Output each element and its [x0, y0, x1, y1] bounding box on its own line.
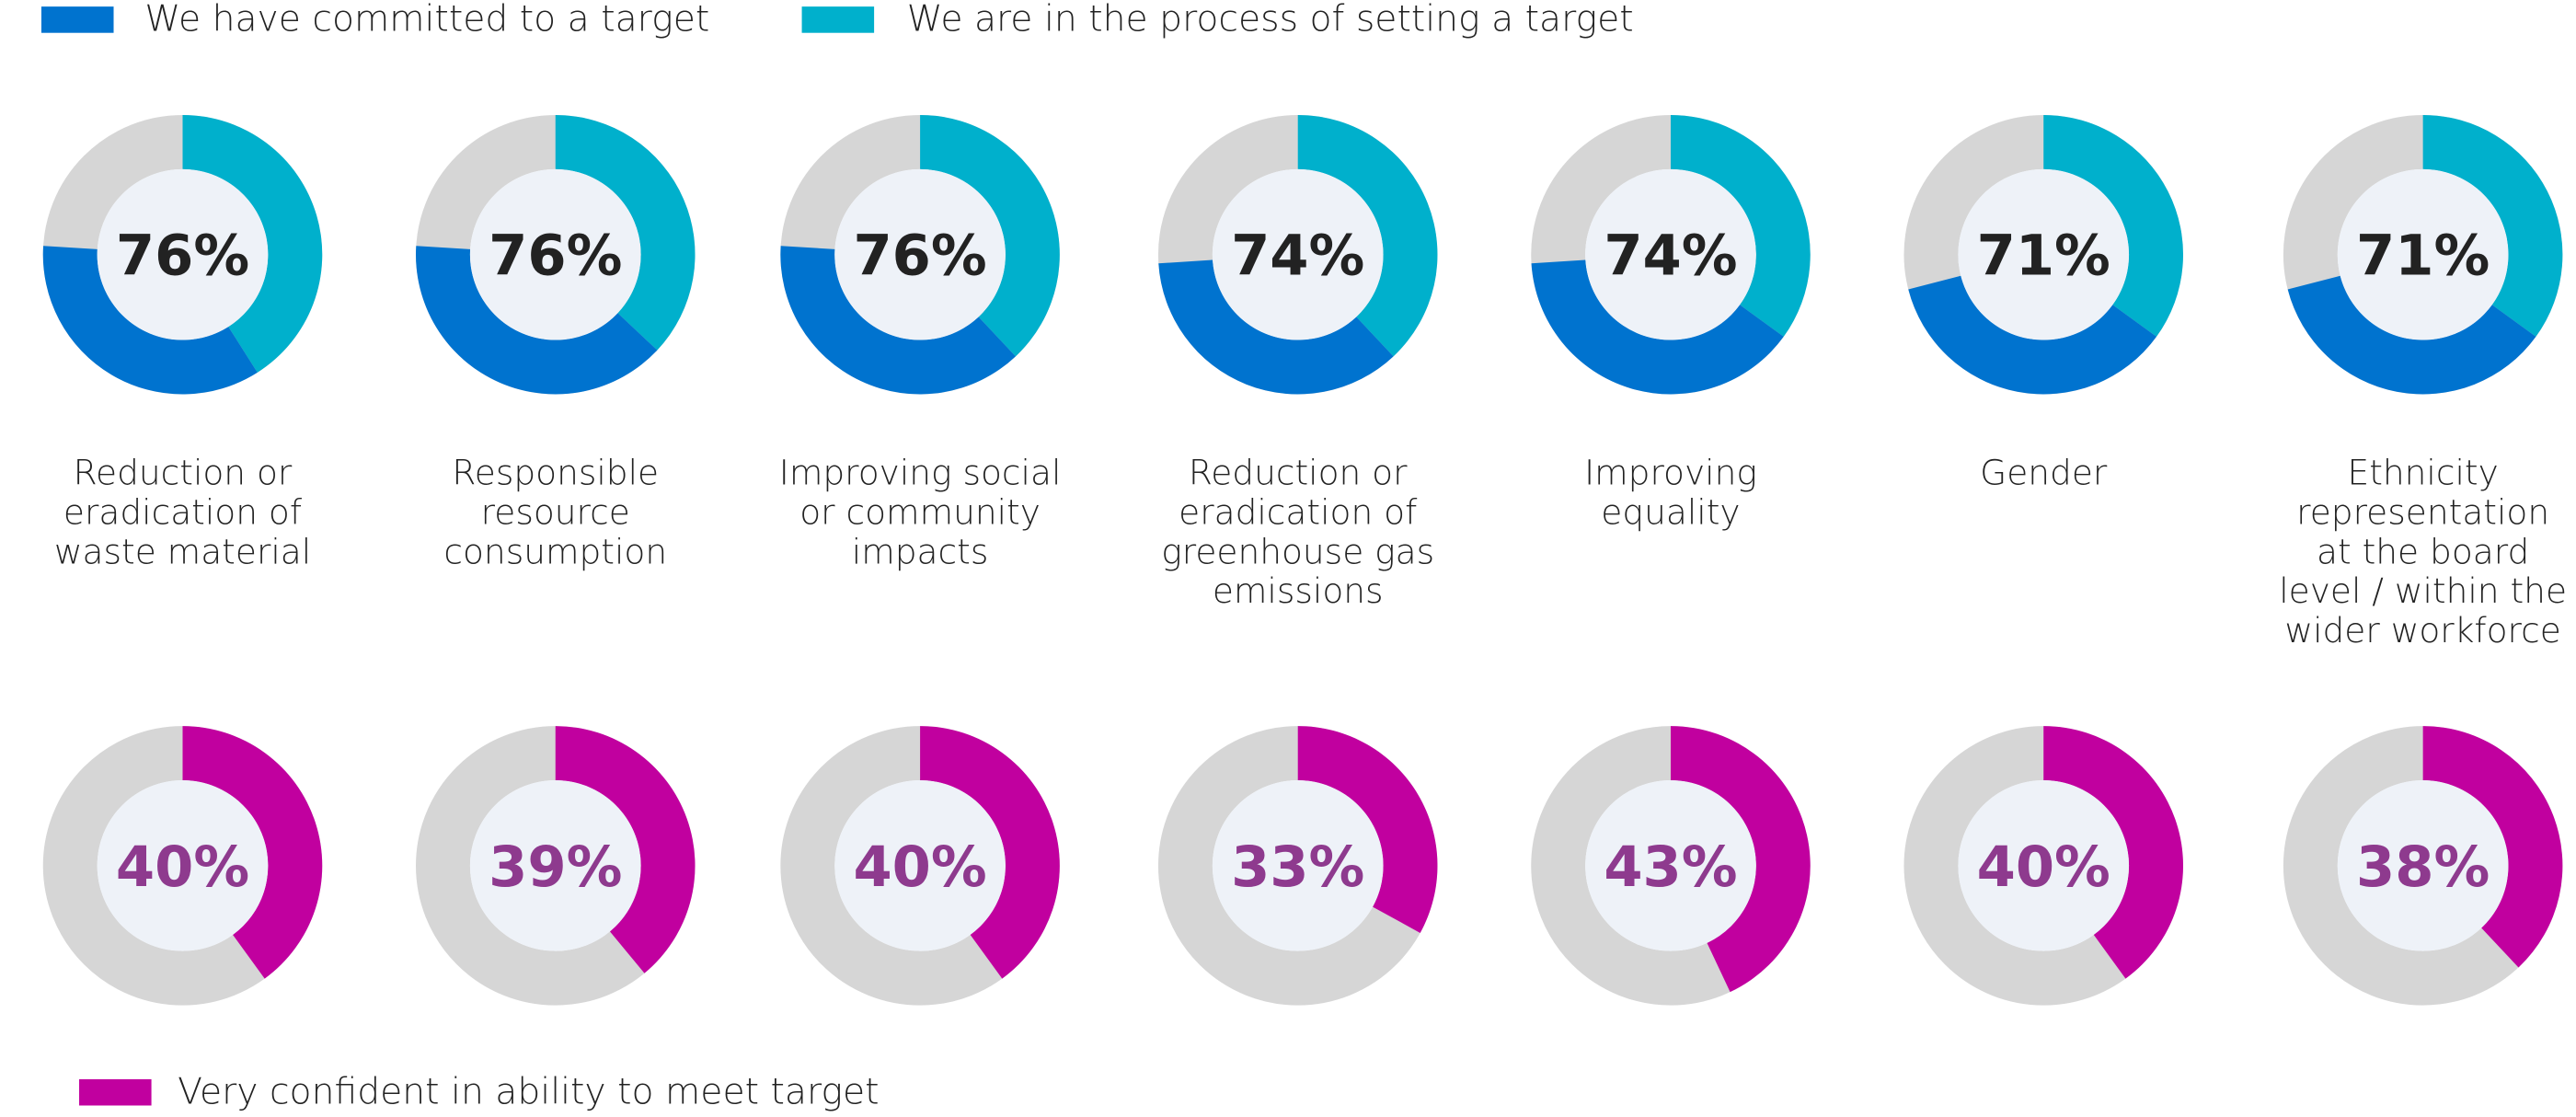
donut-segment: [920, 114, 1060, 357]
donut-segment: [1297, 726, 1438, 933]
center-label: 40%: [853, 835, 986, 900]
donut-segment: [2422, 114, 2563, 337]
donut-segment: [2043, 726, 2183, 979]
category-label-box: Reduction or eradication of waste materi…: [53, 453, 312, 572]
donut-segment: [780, 246, 1016, 395]
legend-label: We are in the process of setting a targe…: [907, 0, 1634, 40]
category-label-box: Responsible resource consumption: [443, 453, 668, 572]
category-label: Ethnicity representation at the board le…: [2279, 453, 2568, 651]
legend-swatch: [79, 1078, 152, 1106]
donut-center: [834, 168, 1006, 340]
donut-segment: [920, 726, 1060, 979]
donut-segment: [416, 246, 658, 395]
donut-center: [469, 780, 641, 951]
center-label: 74%: [1231, 225, 1364, 289]
category-label: Improving social or community impacts: [778, 453, 1062, 572]
legend-swatch: [40, 6, 114, 33]
donut-center: [1585, 780, 1756, 951]
donut-segment: [2287, 275, 2536, 395]
center-label: 43%: [1604, 835, 1737, 900]
donut-center: [97, 780, 269, 951]
category-label-box: Gender: [1980, 453, 2108, 493]
donut-center: [1212, 168, 1384, 340]
legend-label: Very confident in ability to meet target: [178, 1072, 879, 1113]
category-label-box: Improving equality: [1584, 453, 1757, 533]
category-label-box: Reduction or eradication of greenhouse g…: [1161, 453, 1435, 612]
donut-segment: [2422, 726, 2563, 968]
donut-segment: [1670, 114, 1811, 337]
donut-center: [834, 780, 1006, 951]
donut-segment: [182, 726, 323, 979]
donut-center: [469, 168, 641, 340]
center-label: 33%: [1231, 835, 1364, 900]
category-label: Reduction or eradication of greenhouse g…: [1161, 453, 1435, 612]
center-label: 38%: [2356, 835, 2490, 900]
center-label: 74%: [1604, 225, 1737, 289]
donut-segment: [555, 726, 696, 973]
donut-segment: [182, 114, 323, 373]
donut-segment: [555, 114, 696, 351]
legend-swatch: [801, 6, 875, 33]
center-label: 71%: [1977, 225, 2110, 289]
center-label: 40%: [1977, 835, 2110, 900]
donut-segment: [1670, 726, 1811, 993]
center-label: 76%: [853, 225, 986, 289]
donut-segment: [1158, 259, 1394, 395]
category-label: Reduction or eradication of waste materi…: [53, 453, 312, 572]
center-label: 39%: [489, 835, 622, 900]
donut-segment: [1297, 114, 1438, 357]
donut-center: [1958, 168, 2130, 340]
donut-center: [1212, 780, 1384, 951]
donut-center: [1958, 780, 2130, 951]
center-label: 40%: [116, 835, 249, 900]
legend-label: We have committed to a target: [144, 0, 709, 40]
donut-segment: [1908, 275, 2157, 395]
category-label-box: Ethnicity representation at the board le…: [2279, 453, 2568, 651]
donut-center: [1585, 168, 1756, 340]
donut-segment: [1531, 259, 1784, 395]
donut-center: [97, 168, 269, 340]
donut-segment: [2043, 114, 2183, 337]
category-label: Responsible resource consumption: [443, 453, 668, 572]
center-label: 76%: [116, 225, 249, 289]
center-label: 76%: [489, 225, 622, 289]
donut-center: [2337, 780, 2509, 951]
donut-segment: [42, 246, 258, 395]
center-label: 71%: [2356, 225, 2490, 289]
category-label-box: Improving social or community impacts: [778, 453, 1062, 572]
category-label: Gender: [1980, 453, 2108, 493]
donut-center: [2337, 168, 2509, 340]
category-label: Improving equality: [1584, 453, 1757, 533]
